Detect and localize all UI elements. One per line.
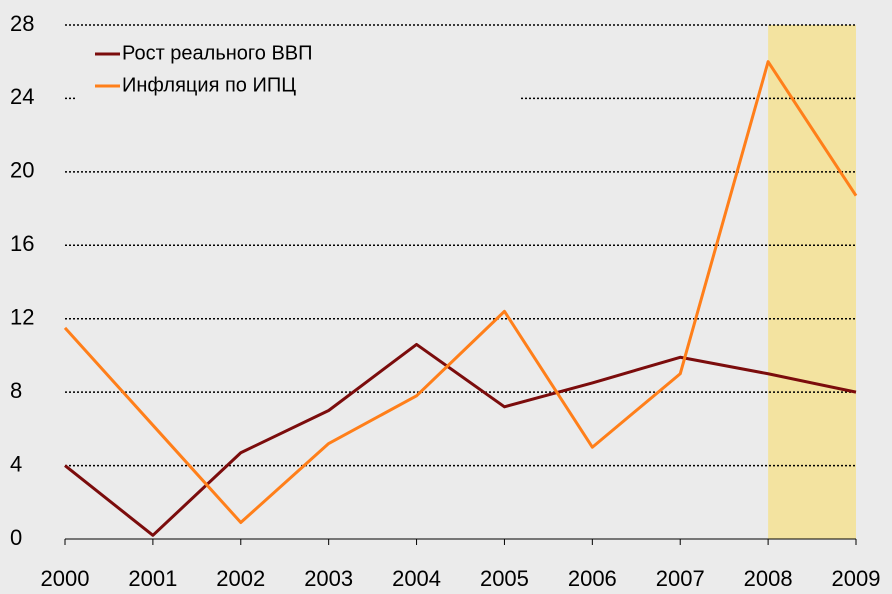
x-tick-label: 2009 [832, 566, 881, 591]
x-tick-label: 2004 [392, 566, 441, 591]
x-tick-label: 2001 [128, 566, 177, 591]
y-tick-label: 16 [10, 231, 34, 256]
x-tick-label: 2005 [480, 566, 529, 591]
y-tick-label: 24 [10, 84, 34, 109]
y-tick-label: 20 [10, 158, 34, 183]
x-tick-label: 2006 [568, 566, 617, 591]
x-tick-label: 2000 [41, 566, 90, 591]
series-line [64, 342, 857, 537]
x-tick-label: 2002 [216, 566, 265, 591]
legend-label: Рост реального ВВП [122, 42, 313, 64]
legend-label: Инфляция по ИПЦ [122, 74, 296, 96]
y-tick-label: 8 [10, 378, 22, 403]
y-tick-label: 4 [10, 451, 22, 476]
x-tick-label: 2007 [656, 566, 705, 591]
x-tick-label: 2008 [744, 566, 793, 591]
legend-box [75, 38, 520, 116]
series-line [63, 60, 858, 524]
highlight-band [768, 25, 856, 539]
y-tick-label: 0 [10, 525, 22, 550]
x-tick-label: 2003 [304, 566, 353, 591]
y-tick-label: 28 [10, 11, 34, 36]
y-tick-label: 12 [10, 305, 34, 330]
